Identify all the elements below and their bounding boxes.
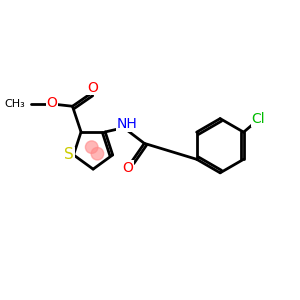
Text: O: O bbox=[87, 81, 98, 95]
Text: O: O bbox=[46, 96, 57, 110]
Circle shape bbox=[91, 147, 104, 160]
Circle shape bbox=[85, 141, 98, 153]
Text: NH: NH bbox=[117, 117, 138, 131]
Text: CH₃: CH₃ bbox=[4, 99, 26, 109]
Text: S: S bbox=[64, 147, 74, 162]
Text: Cl: Cl bbox=[252, 112, 265, 126]
Text: O: O bbox=[123, 160, 134, 175]
